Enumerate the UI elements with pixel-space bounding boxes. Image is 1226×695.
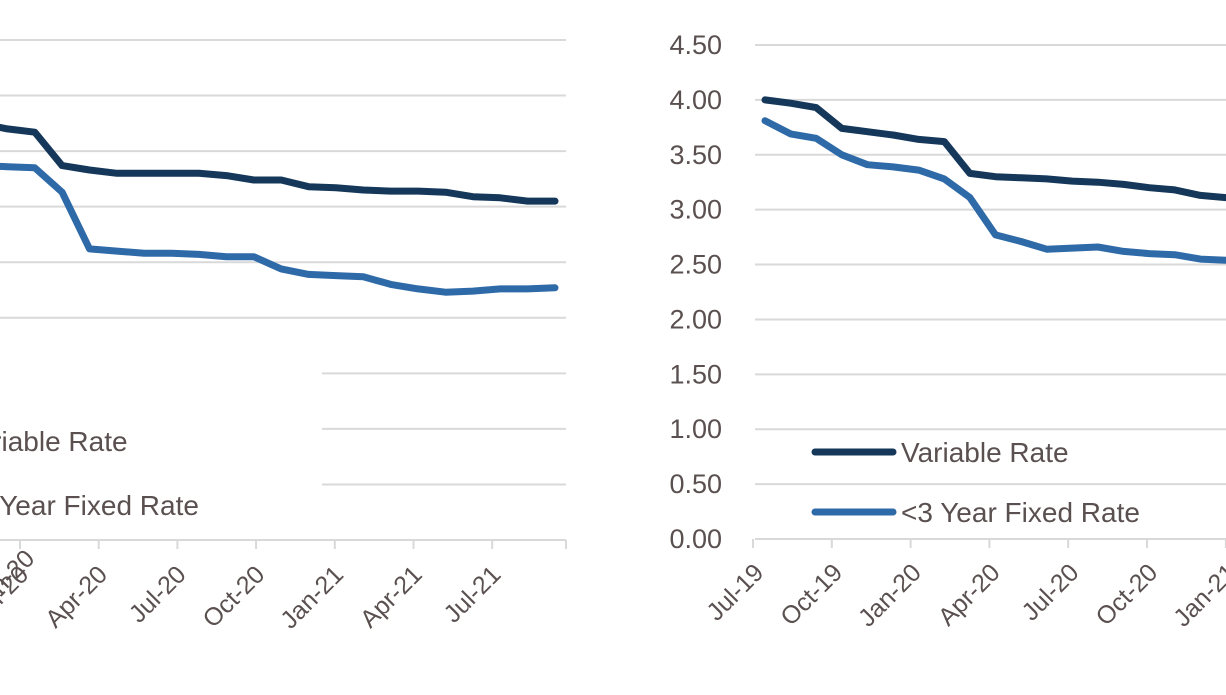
x-tick-label: Jan-21 [275, 560, 349, 634]
series-line-fixed-rate [0, 162, 559, 296]
chart-right: 0.00 0.50 1.00 1.50 2.00 2.50 3.00 3.50 4.00 4.50… [669, 30, 1226, 632]
y-tick-label: 0.00 [669, 524, 722, 554]
legend-label: <3 Year Fixed Rate [0, 490, 199, 521]
y-tick-label: 3.00 [669, 195, 722, 225]
legend-label: Variable Rate [901, 437, 1069, 468]
y-tick-label: 2.50 [669, 250, 722, 280]
x-tick-label: Apr-20 [40, 560, 113, 633]
chart-left: Jan-20 Apr-20 Jul-20 Oct-20 Jan-21 Apr-21 Jul-… [0, 39, 567, 634]
series-line-variable-rate [761, 96, 1226, 202]
x-tick-label: Apr-20 [933, 558, 1006, 631]
y-tick-label: 3.50 [669, 140, 722, 170]
x-tick-label: Jul-20 [124, 560, 192, 628]
legend-label: Variable Rate [0, 426, 128, 457]
x-tick-label: Jan-20 [853, 558, 927, 632]
legend-label: <3 Year Fixed Rate [901, 497, 1140, 528]
y-tick-label: 0.50 [669, 469, 722, 499]
x-tick-label: Apr-21 [355, 560, 428, 633]
x-tick-label: Oct-19 [775, 558, 848, 631]
x-tick-label: Jul-21 [438, 560, 506, 628]
y-tick-label: 4.00 [669, 85, 722, 115]
y-tick-label: 4.50 [669, 30, 722, 60]
x-tick-label: Oct-20 [1090, 558, 1163, 631]
y-tick-label: 1.00 [669, 414, 722, 444]
series-line-variable-rate [0, 123, 559, 205]
y-tick-label: 1.50 [669, 359, 722, 389]
x-tick-label: Jan-21 [1168, 558, 1226, 632]
series-line-fixed-rate [761, 117, 1226, 264]
x-tick-label: Oct-20 [197, 560, 270, 633]
x-tick-label: Jul-20 [1016, 558, 1084, 626]
y-tick-label: 2.00 [669, 304, 722, 334]
x-tick-label: Jul-19 [701, 558, 769, 626]
